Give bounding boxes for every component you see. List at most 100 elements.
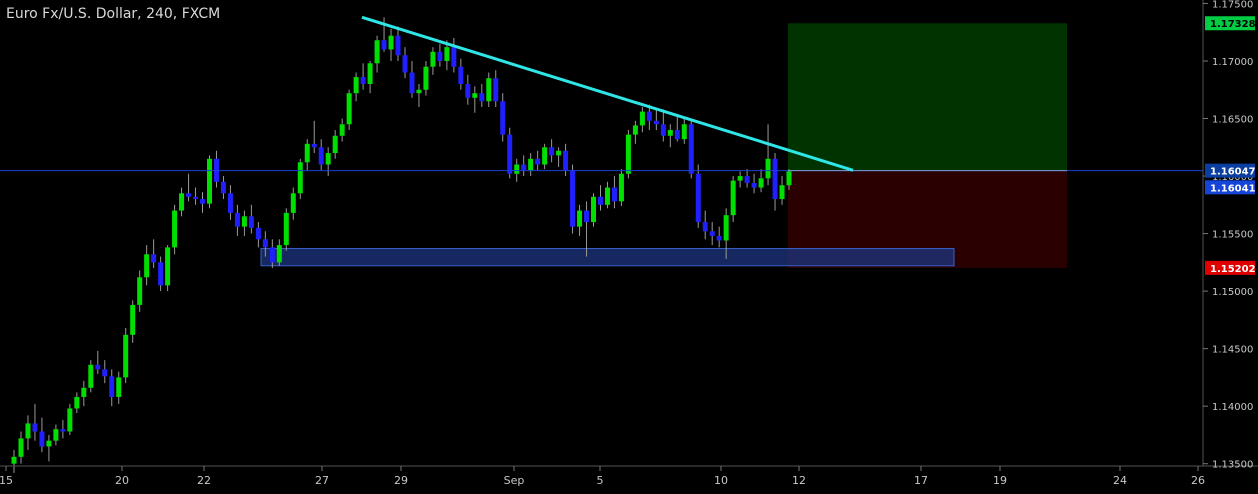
candle[interactable] [276,239,282,266]
candle[interactable] [660,109,666,142]
candle[interactable] [290,187,296,220]
candle[interactable] [681,118,687,144]
candle[interactable] [597,185,603,211]
candle[interactable] [716,226,722,248]
candle[interactable] [570,164,576,234]
candle[interactable] [227,185,233,220]
candle[interactable] [346,89,352,131]
candle[interactable] [618,169,624,206]
candle[interactable] [528,153,534,177]
candle[interactable] [709,222,715,246]
candle[interactable] [423,60,429,96]
candle[interactable] [262,231,268,257]
candle[interactable] [102,360,108,384]
candle[interactable] [18,431,24,464]
candle[interactable] [144,245,150,286]
candle[interactable] [283,208,289,251]
candle[interactable] [304,139,310,171]
candle[interactable] [25,415,31,450]
candle[interactable] [60,419,66,439]
candle[interactable] [88,360,94,393]
candle[interactable] [158,256,164,292]
candle[interactable] [130,300,136,343]
candle[interactable] [409,60,415,98]
stop-price-label[interactable]: 1.15202 [1205,260,1256,275]
candle[interactable] [116,371,122,404]
candle[interactable] [234,204,240,236]
candle[interactable] [458,58,464,90]
candle[interactable] [535,150,541,171]
candle[interactable] [437,43,443,67]
time-axis[interactable]: 15 20 22 27 29 Sep 5 10 12 17 19 24 26 [0,466,1205,487]
candle[interactable] [507,127,513,179]
candle[interactable] [758,169,764,193]
candle[interactable] [53,424,59,446]
candle[interactable] [486,72,492,108]
entry-price-label[interactable]: 1.16047 [1205,163,1256,178]
candle[interactable] [123,327,129,384]
candle[interactable] [549,139,555,163]
candle[interactable] [109,369,115,407]
candle[interactable] [786,169,792,190]
candle[interactable] [772,153,778,211]
candle[interactable] [674,116,680,142]
candle[interactable] [472,86,478,113]
candle[interactable] [332,130,338,159]
candle[interactable] [542,143,548,170]
candle[interactable] [206,155,212,209]
candle[interactable] [653,109,659,131]
candle[interactable] [165,245,171,292]
candle[interactable] [241,210,247,236]
candle[interactable] [430,47,436,75]
candle[interactable] [604,181,610,209]
candle[interactable] [639,107,645,133]
candle[interactable] [744,169,750,188]
candle[interactable] [74,392,80,414]
candle[interactable] [556,147,562,167]
candle[interactable] [318,139,324,171]
candle[interactable] [367,60,373,94]
candle[interactable] [667,124,673,148]
candle[interactable] [11,449,17,473]
candle[interactable] [193,187,199,205]
candle[interactable] [269,239,275,269]
candle[interactable] [646,104,652,131]
target-price-label[interactable]: 1.17328 [1205,16,1256,31]
candle[interactable] [172,204,178,255]
candle[interactable] [46,434,52,462]
candle[interactable] [702,210,708,240]
candle[interactable] [255,222,261,248]
candle[interactable] [751,173,757,194]
candle[interactable] [737,171,743,188]
candle[interactable] [416,83,422,108]
candle[interactable] [186,173,192,202]
candle[interactable] [765,124,771,186]
candle[interactable] [95,350,101,374]
candle[interactable] [137,270,143,312]
candle[interactable] [632,120,638,144]
candle[interactable] [479,83,485,108]
candle[interactable] [200,192,206,213]
current-price-label[interactable]: 1.16041 [1205,180,1256,195]
candle[interactable] [591,193,597,227]
candle[interactable] [577,204,583,236]
candle[interactable] [297,158,303,200]
candle[interactable] [311,120,317,154]
candle[interactable] [465,74,471,105]
candle[interactable] [388,28,394,61]
candle[interactable] [688,118,694,179]
target-zone[interactable] [788,23,1067,171]
candle[interactable] [730,176,736,223]
candle[interactable] [32,403,38,441]
candle[interactable] [779,176,785,205]
candle[interactable] [611,176,617,209]
candle[interactable] [339,118,345,142]
candle[interactable] [402,47,408,79]
candle[interactable] [353,72,359,102]
candle[interactable] [395,26,401,61]
candle[interactable] [67,403,73,435]
candle[interactable] [179,187,185,217]
support-zone[interactable] [260,248,955,267]
